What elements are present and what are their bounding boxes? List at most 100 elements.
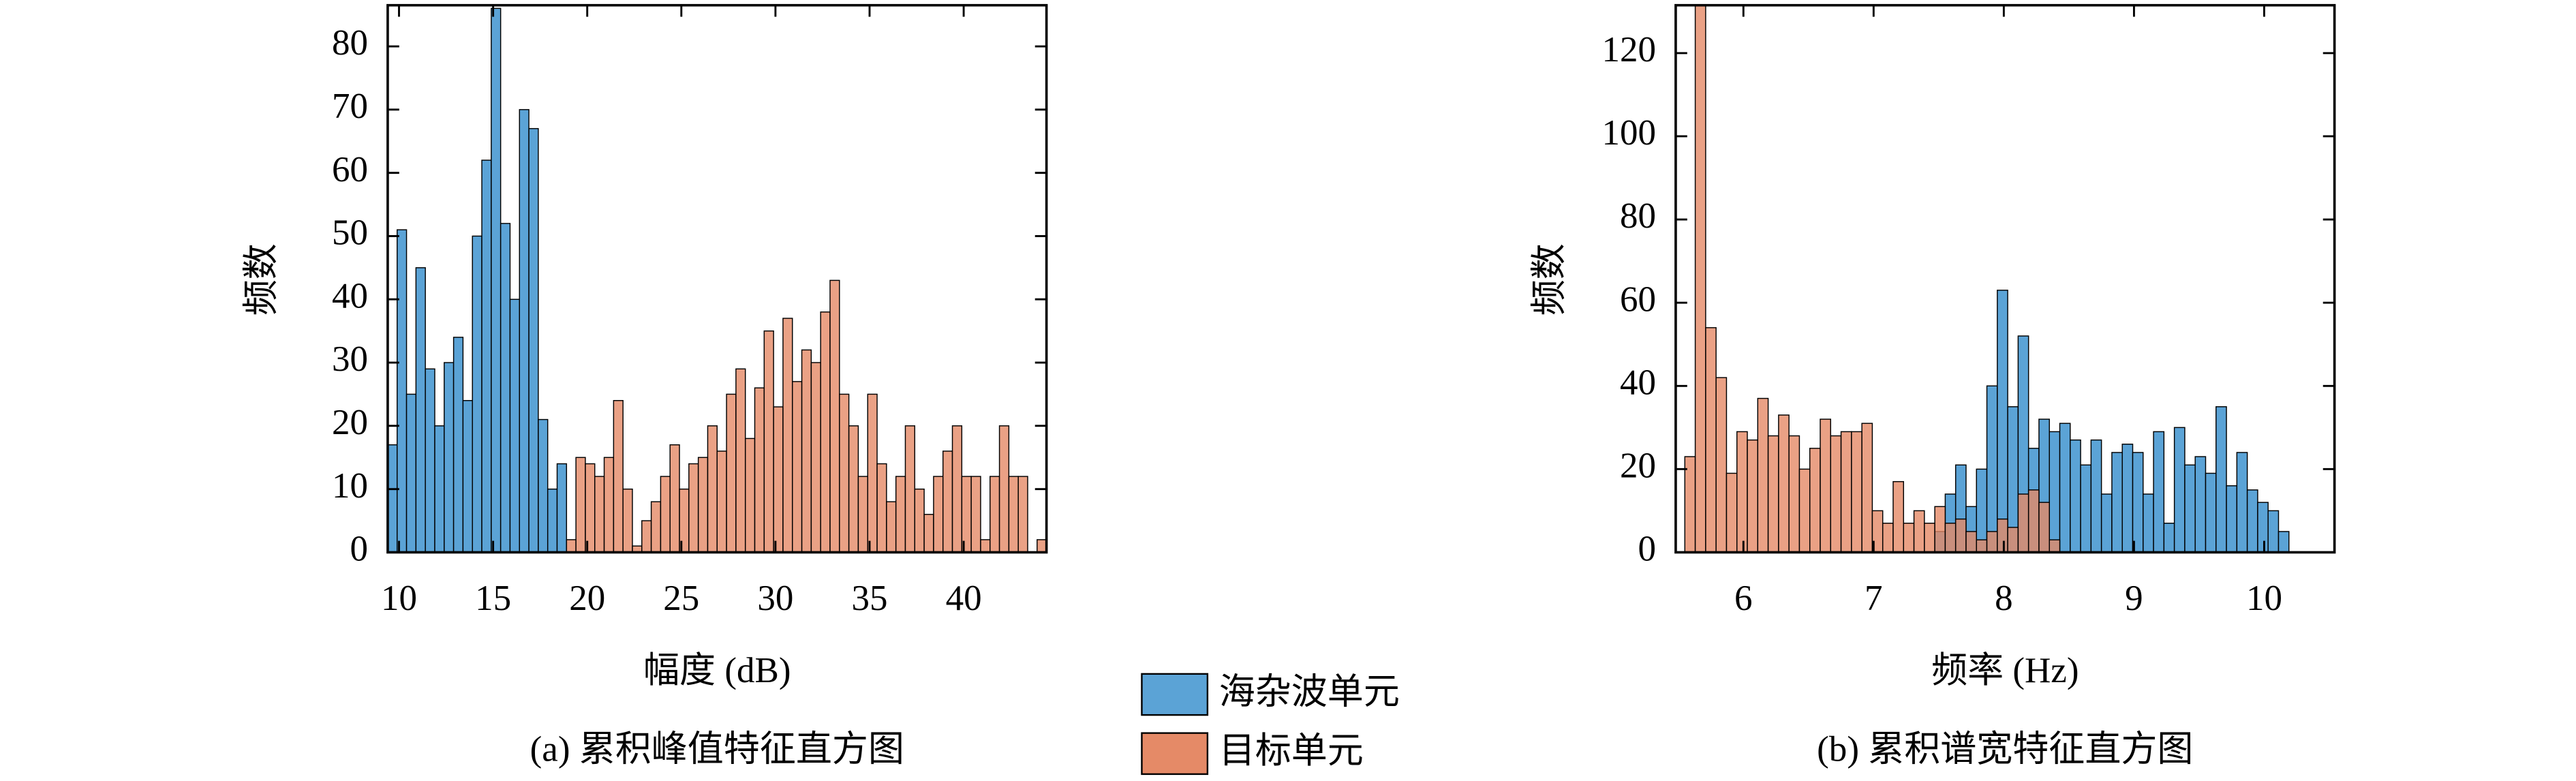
- bar: [2132, 452, 2144, 553]
- bar: [397, 229, 408, 553]
- bar: [839, 393, 850, 553]
- bar: [462, 399, 473, 553]
- bar: [829, 279, 840, 553]
- bar: [2226, 485, 2238, 553]
- bar: [547, 488, 558, 553]
- y-axis-label: 频数: [241, 243, 281, 316]
- bar: [1851, 431, 1862, 553]
- bars: [1684, 5, 2290, 553]
- legend-label: 海杂波单元: [1219, 672, 1400, 711]
- bar: [2017, 493, 2029, 553]
- bar: [2059, 423, 2071, 553]
- y-tick-label: 70: [332, 87, 368, 126]
- bar: [387, 444, 398, 553]
- bar: [2184, 464, 2196, 553]
- y-tick-label: 10: [332, 466, 368, 506]
- bar: [857, 476, 868, 553]
- bar: [434, 425, 445, 553]
- y-tick-label: 30: [332, 339, 368, 379]
- bar: [415, 267, 426, 553]
- bar: [2100, 493, 2113, 553]
- bar: [481, 159, 492, 553]
- y-tick-label: 120: [1601, 30, 1656, 70]
- bar: [1037, 539, 1047, 553]
- bar: [2257, 502, 2269, 553]
- bar: [1997, 518, 2008, 553]
- x-tick-label: 9: [2125, 579, 2143, 618]
- bar: [1830, 435, 1842, 553]
- bar: [886, 501, 897, 553]
- bar: [556, 463, 568, 553]
- bar: [2121, 444, 2134, 553]
- bar: [744, 438, 756, 553]
- caption: (b) 累积谱宽特征直方图: [1817, 730, 2193, 769]
- bar: [1954, 518, 1967, 553]
- bar: [622, 488, 633, 553]
- bar: [1778, 414, 1790, 553]
- bar: [2090, 439, 2102, 553]
- x-tick-label: 30: [757, 579, 793, 618]
- x-tick-label: 25: [663, 579, 699, 618]
- bar: [1684, 456, 1696, 553]
- bar: [1892, 480, 1904, 553]
- bar: [998, 425, 1010, 553]
- bar: [1997, 290, 2008, 553]
- y-tick-label: 0: [1638, 530, 1656, 569]
- x-tick-label: 7: [1865, 579, 1883, 618]
- y-tick-label: 60: [332, 150, 368, 189]
- bar: [2080, 464, 2092, 553]
- bar: [1715, 377, 1728, 553]
- bar: [1882, 522, 1894, 553]
- bar: [1965, 531, 1977, 553]
- x-tick-label: 8: [1995, 579, 2013, 618]
- bar: [1726, 472, 1738, 553]
- bar: [2205, 472, 2217, 553]
- x-axis-label: 幅度 (dB): [643, 651, 791, 690]
- bar: [1913, 510, 1925, 553]
- bar: [2163, 522, 2175, 553]
- bar: [801, 349, 812, 553]
- bar: [688, 463, 699, 553]
- bar: [914, 488, 925, 553]
- x-tick-label: 40: [946, 579, 982, 618]
- bar: [660, 476, 671, 553]
- bar: [575, 457, 586, 553]
- bar: [904, 425, 916, 553]
- bar: [1820, 418, 1831, 553]
- x-tick-label: 15: [475, 579, 511, 618]
- bar: [603, 457, 615, 553]
- bar: [990, 476, 1000, 553]
- bar: [641, 520, 652, 553]
- y-tick-label: 0: [350, 530, 368, 569]
- bar: [1736, 431, 1748, 553]
- x-tick-label: 10: [381, 579, 417, 618]
- bar: [2173, 427, 2186, 553]
- bar: [585, 463, 596, 553]
- bar: [2143, 493, 2154, 553]
- x-tick-label: 20: [569, 579, 605, 618]
- bar: [2049, 539, 2061, 553]
- y-tick-label: 80: [1620, 196, 1656, 236]
- y-tick-label: 40: [332, 276, 368, 316]
- x-tick-label: 10: [2246, 579, 2282, 618]
- bar: [1861, 423, 1873, 553]
- bar: [951, 425, 963, 553]
- bar: [453, 337, 464, 553]
- bar: [2027, 489, 2040, 553]
- y-tick-label: 60: [1620, 279, 1656, 319]
- bar: [566, 539, 577, 553]
- bar: [1767, 435, 1779, 553]
- bar: [716, 450, 727, 553]
- bar: [1008, 476, 1019, 553]
- bar: [444, 362, 455, 553]
- bar: [810, 362, 821, 553]
- bar: [1924, 522, 1935, 553]
- bar: [2278, 531, 2290, 553]
- bar: [763, 330, 774, 553]
- bar: [1798, 468, 1811, 553]
- bar: [876, 463, 887, 553]
- y-tick-label: 80: [332, 23, 368, 63]
- bar: [1809, 448, 1821, 553]
